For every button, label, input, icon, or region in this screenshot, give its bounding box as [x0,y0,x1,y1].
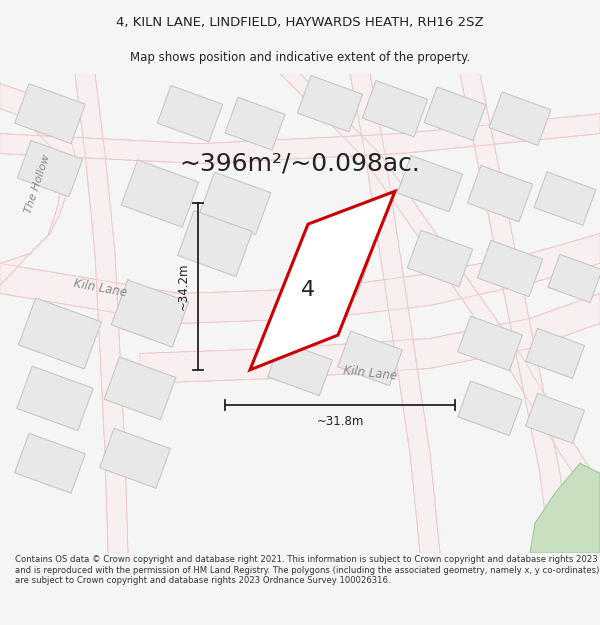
Text: Kiln Lane: Kiln Lane [343,364,398,382]
Polygon shape [121,160,199,228]
Polygon shape [526,393,584,443]
Polygon shape [0,84,75,286]
Polygon shape [104,357,176,420]
Polygon shape [338,331,403,386]
Polygon shape [280,74,600,483]
Text: Map shows position and indicative extent of the property.: Map shows position and indicative extent… [130,51,470,64]
Text: Kiln Lane: Kiln Lane [72,278,128,299]
Text: ~31.8m: ~31.8m [316,414,364,428]
Polygon shape [397,156,463,212]
Polygon shape [534,172,596,225]
Polygon shape [298,76,362,132]
Polygon shape [458,316,523,371]
Text: ~396m²/~0.098ac.: ~396m²/~0.098ac. [179,152,421,176]
Polygon shape [424,87,486,141]
Polygon shape [157,86,223,142]
Text: 4, KILN LANE, LINDFIELD, HAYWARDS HEATH, RH16 2SZ: 4, KILN LANE, LINDFIELD, HAYWARDS HEATH,… [116,16,484,29]
Polygon shape [14,433,85,493]
Polygon shape [178,211,253,277]
Polygon shape [350,74,440,553]
Polygon shape [100,428,170,488]
Text: ~34.2m: ~34.2m [177,263,190,311]
Polygon shape [548,254,600,302]
Polygon shape [0,114,600,164]
Polygon shape [14,84,85,144]
Text: The Hollow: The Hollow [24,153,52,214]
Text: 4: 4 [301,280,315,300]
Polygon shape [526,328,584,378]
Polygon shape [17,366,93,431]
Polygon shape [0,234,600,323]
Polygon shape [362,81,428,137]
Polygon shape [407,231,473,287]
Polygon shape [250,191,395,370]
Polygon shape [111,280,189,347]
Polygon shape [530,463,600,553]
Polygon shape [225,98,285,150]
Text: Contains OS data © Crown copyright and database right 2021. This information is : Contains OS data © Crown copyright and d… [15,555,599,585]
Polygon shape [489,92,551,146]
Polygon shape [19,298,101,369]
Polygon shape [268,341,332,396]
Polygon shape [478,241,542,297]
Polygon shape [467,166,533,222]
Polygon shape [460,74,570,553]
Polygon shape [75,74,128,553]
Polygon shape [458,381,523,436]
Polygon shape [310,242,370,295]
Polygon shape [140,294,600,383]
Polygon shape [199,173,271,235]
Polygon shape [17,141,83,197]
